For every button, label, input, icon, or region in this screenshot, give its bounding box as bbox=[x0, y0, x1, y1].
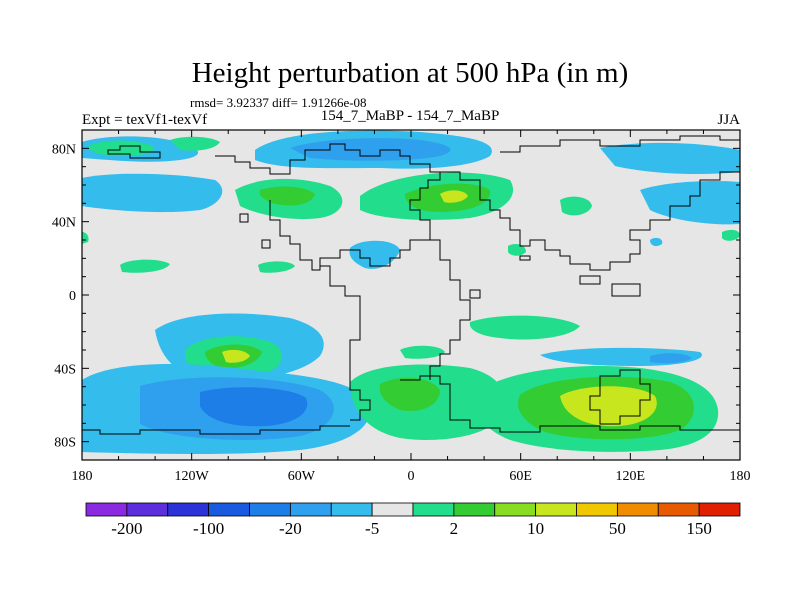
contour-fill-green bbox=[400, 345, 445, 359]
colorbar-swatch bbox=[126, 502, 169, 517]
colorbar-swatch bbox=[698, 502, 741, 517]
contour-fill-light-blue bbox=[82, 173, 223, 213]
contour-fill-green bbox=[170, 136, 220, 151]
colorbar-label: -200 bbox=[111, 519, 142, 538]
contour-fill-green bbox=[469, 315, 580, 340]
x-tick-label: 60W bbox=[288, 469, 316, 484]
colorbar-label: -20 bbox=[279, 519, 302, 538]
experiment-label: Expt = texVf1-texVf bbox=[82, 112, 207, 128]
figure-title: Height perturbation at 500 hPa (in m) bbox=[192, 57, 629, 89]
x-tick-label: 120E bbox=[616, 469, 646, 484]
colorbar-label: 2 bbox=[450, 519, 459, 538]
contour-fill-medium-blue bbox=[200, 387, 308, 427]
colorbar-swatch bbox=[576, 502, 618, 517]
colorbar-swatch bbox=[535, 502, 577, 517]
colorbar-swatch bbox=[412, 502, 455, 517]
colorbar-swatch bbox=[289, 502, 332, 517]
colorbar-swatch bbox=[85, 502, 128, 517]
y-tick-label: 40N bbox=[52, 216, 76, 231]
x-tick-label: 180 bbox=[72, 469, 93, 484]
contour-fill-lime bbox=[222, 349, 250, 363]
colorbar: -200 -100 -20 -5 2 10 50 150 bbox=[85, 502, 741, 538]
contour-fill-lime bbox=[440, 190, 468, 203]
y-tick-label: 80N bbox=[52, 142, 76, 157]
colorbar-label: -100 bbox=[193, 519, 224, 538]
x-tick-label: 0 bbox=[408, 469, 415, 484]
contour-fill-green bbox=[258, 261, 295, 273]
colorbar-swatch bbox=[249, 502, 291, 517]
contour-fill-bright-green bbox=[379, 377, 440, 412]
y-tick-label: 80S bbox=[54, 436, 76, 451]
colorbar-label: 10 bbox=[527, 519, 544, 538]
stats-label: rmsd= 3.92337 diff= 1.91266e-08 bbox=[190, 95, 367, 110]
contour-fill-green bbox=[120, 259, 170, 273]
x-tick-label: 60E bbox=[509, 469, 532, 484]
contour-fill-blue bbox=[650, 353, 692, 364]
colorbar-swatch bbox=[371, 502, 414, 517]
season-label: JJA bbox=[717, 112, 740, 128]
contour-fill-light-blue bbox=[349, 240, 400, 269]
colorbar-label: -5 bbox=[365, 519, 379, 538]
contour-fill-green bbox=[722, 229, 740, 241]
case-label: 154_7_MaBP - 154_7_MaBP bbox=[321, 108, 500, 124]
colorbar-label: 150 bbox=[686, 519, 712, 538]
contour-fill-green bbox=[508, 244, 526, 256]
contour-fill-light-blue bbox=[600, 142, 740, 174]
y-tick-label: 0 bbox=[69, 289, 76, 304]
colorbar-swatch bbox=[657, 502, 700, 517]
contour-fill-bright-green bbox=[259, 186, 315, 206]
contour-fill-green bbox=[88, 140, 154, 156]
colorbar-swatch bbox=[330, 502, 373, 517]
colorbar-swatch bbox=[494, 502, 537, 517]
contour-fills bbox=[82, 130, 740, 454]
colorbar-swatch bbox=[453, 502, 496, 517]
map-plot: 180 120W 60W 0 60E 120E 180 80N 40N 0 40S 80S bbox=[52, 129, 751, 484]
x-tick-label: 120W bbox=[175, 469, 210, 484]
colorbar-swatch bbox=[167, 502, 210, 517]
coastlines bbox=[82, 135, 740, 435]
colorbar-label: 50 bbox=[609, 519, 626, 538]
colorbar-swatch bbox=[616, 502, 659, 517]
map-axes: 180 120W 60W 0 60E 120E 180 80N 40N 0 40S 80S bbox=[52, 130, 751, 484]
contour-fill-green bbox=[82, 232, 89, 244]
x-tick-label: 180 bbox=[730, 469, 751, 484]
colorbar-swatch bbox=[208, 502, 250, 517]
contour-fill-light-blue bbox=[650, 237, 663, 247]
contour-fill-green bbox=[560, 196, 592, 216]
y-tick-label: 40S bbox=[54, 362, 76, 377]
